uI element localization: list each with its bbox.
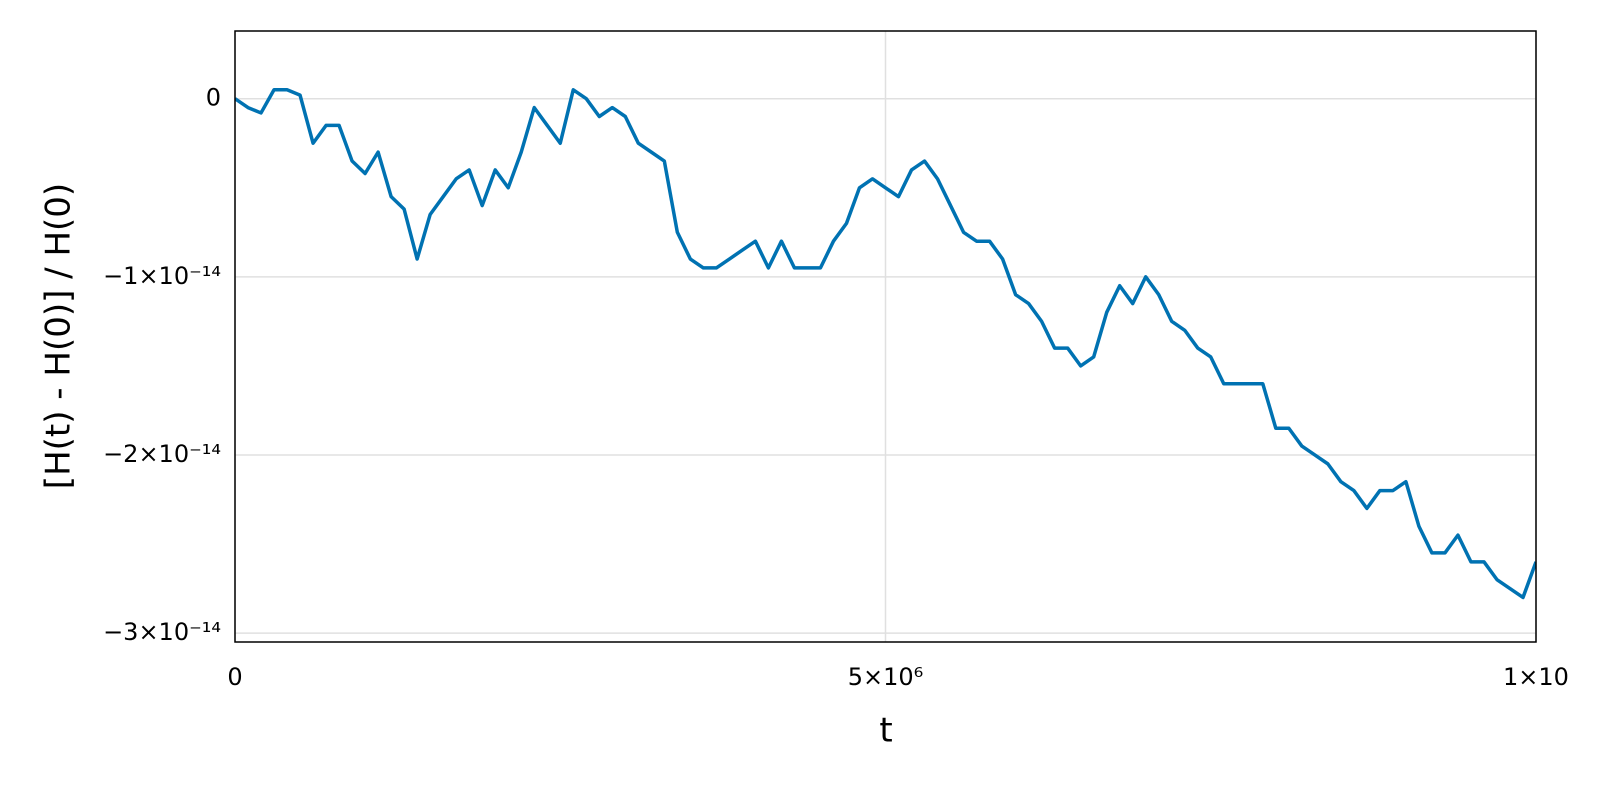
y-axis-label: [H(t) - H(0)] / H(0) <box>39 183 79 489</box>
x-tick-label: 0 <box>227 663 242 691</box>
y-tick-label: −2×10⁻¹⁴ <box>103 440 221 468</box>
y-tick-label: 0 <box>206 84 221 112</box>
data-line <box>235 88 1536 600</box>
x-tick-label: 1×10 <box>1503 663 1569 691</box>
x-axis-label: t <box>879 711 892 751</box>
y-tick-label: −1×10⁻¹⁴ <box>103 262 221 290</box>
y-tick-label: −3×10⁻¹⁴ <box>103 618 221 646</box>
x-tick-label: 5×10⁶ <box>848 663 924 691</box>
plot-frame <box>234 30 1537 643</box>
grid <box>234 31 1537 642</box>
plot-area <box>235 88 1536 600</box>
